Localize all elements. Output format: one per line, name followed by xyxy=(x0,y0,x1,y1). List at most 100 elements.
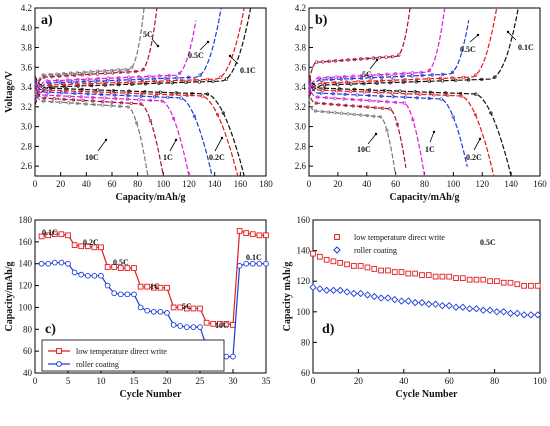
rate-annotation: 0.1C xyxy=(240,66,256,75)
discharge-marker xyxy=(43,96,47,100)
discharge-marker xyxy=(415,96,419,100)
x-tick-label: 160 xyxy=(533,179,547,189)
discharge-marker xyxy=(68,94,72,98)
x-tick-label: 20 xyxy=(333,179,343,189)
charge-marker xyxy=(440,72,445,77)
discharge-marker xyxy=(114,97,118,101)
series-marker-square xyxy=(78,243,85,250)
x-tick-label: 140 xyxy=(504,179,518,189)
charge-marker xyxy=(351,74,355,78)
charge-marker xyxy=(325,75,330,80)
y-tick-label: 140 xyxy=(297,246,311,256)
charge-marker xyxy=(349,76,354,81)
y-tick-label: 180 xyxy=(19,215,33,225)
charge-marker xyxy=(396,53,401,57)
x-tick-label: 80 xyxy=(490,376,500,386)
discharge-curve-0.1C xyxy=(308,75,512,177)
discharge-marker xyxy=(459,94,464,98)
discharge-marker xyxy=(113,93,117,97)
rate-annotation: 0.2C xyxy=(209,153,225,162)
x-tick-label: 120 xyxy=(182,179,196,189)
series-marker-square xyxy=(473,276,480,283)
y-tick-label: 2.8 xyxy=(295,141,307,151)
discharge-marker xyxy=(109,104,113,108)
series-marker-square xyxy=(412,270,419,277)
discharge-marker xyxy=(137,98,141,102)
charge-marker xyxy=(106,76,111,80)
charge-marker xyxy=(137,75,141,79)
charge-marker xyxy=(93,79,98,83)
series-marker-square xyxy=(263,232,269,239)
series-marker-circle xyxy=(190,324,197,330)
charge-marker xyxy=(450,76,454,80)
discharge-marker xyxy=(139,102,143,106)
series-marker-diamond xyxy=(534,311,542,319)
series-marker-square xyxy=(58,231,65,238)
series-marker-diamond xyxy=(397,297,406,305)
arrow-head xyxy=(228,54,232,58)
discharge-marker xyxy=(96,88,100,92)
discharge-marker xyxy=(92,102,96,107)
charge-marker xyxy=(385,72,389,77)
x-tick-label: 20 xyxy=(163,376,173,386)
charge-marker xyxy=(96,77,100,81)
discharge-marker xyxy=(413,90,417,94)
y-axis-title: Capacity mAh/g xyxy=(282,262,293,332)
discharge-marker xyxy=(174,91,178,95)
arrow-head xyxy=(478,137,482,141)
charge-marker xyxy=(140,77,144,81)
charge-marker xyxy=(48,72,52,77)
charge-marker xyxy=(197,80,202,84)
charge-marker xyxy=(130,65,134,70)
arrow-head xyxy=(104,138,108,142)
series-marker-square xyxy=(405,270,412,277)
discharge-marker xyxy=(79,89,83,93)
series-marker-diamond xyxy=(513,309,521,317)
discharge-marker xyxy=(170,93,174,97)
series-marker-square xyxy=(391,269,398,275)
rate-annotation: 0.1C xyxy=(518,43,534,52)
discharge-marker xyxy=(351,104,355,108)
x-tick-label: 160 xyxy=(234,179,248,189)
x-tick-label: 0 xyxy=(307,179,312,189)
discharge-marker xyxy=(383,88,387,93)
charge-marker xyxy=(123,67,127,72)
charge-marker xyxy=(41,73,45,77)
rate-annotation: 1C xyxy=(425,145,435,154)
rate-annotation: 0.2C xyxy=(466,153,482,162)
plot-frame xyxy=(34,219,267,374)
charge-marker xyxy=(166,79,171,83)
discharge-marker xyxy=(99,92,104,97)
discharge-marker xyxy=(91,95,95,100)
charge-curve-1C xyxy=(34,20,197,99)
charge-curve-0.2C xyxy=(34,7,245,103)
series-marker-circle xyxy=(223,353,230,360)
charge-marker xyxy=(473,73,478,77)
series-marker-diamond xyxy=(336,286,344,295)
discharge-marker xyxy=(71,98,76,102)
series-marker-diamond xyxy=(357,289,365,298)
discharge-marker xyxy=(381,106,385,110)
rate-annotation: 0.1C xyxy=(246,253,262,262)
y-tick-label: 160 xyxy=(19,237,33,247)
series-marker-square xyxy=(236,228,243,234)
series-marker-square xyxy=(514,281,521,288)
charge-marker xyxy=(151,77,156,81)
charge-marker xyxy=(198,73,202,77)
discharge-marker xyxy=(331,92,335,96)
series-marker-circle xyxy=(183,324,190,330)
discharge-marker xyxy=(326,110,331,114)
x-tick-label: 5 xyxy=(66,376,71,386)
series-marker-circle xyxy=(71,269,78,276)
charge-marker xyxy=(89,70,93,74)
discharge-marker xyxy=(343,92,347,96)
y-tick-label: 4.2 xyxy=(295,3,306,13)
discharge-marker xyxy=(63,89,68,93)
charge-marker xyxy=(163,76,167,81)
series-marker-square xyxy=(223,320,230,327)
charge-marker xyxy=(426,77,431,81)
discharge-marker xyxy=(398,89,402,93)
series-marker-square xyxy=(419,272,425,278)
panel-label: b) xyxy=(315,13,328,28)
charge-marker xyxy=(346,58,350,62)
